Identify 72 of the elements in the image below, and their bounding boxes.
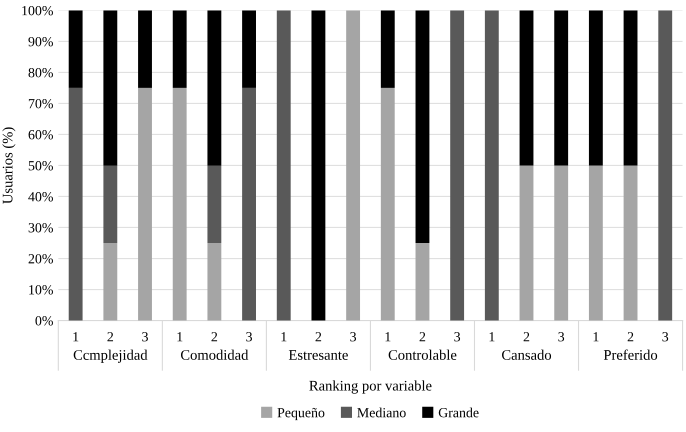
text: Estresante	[288, 350, 348, 360]
x-tick-label: 3	[558, 332, 564, 342]
y-axis-title: Usuarios (%)	[2, 127, 16, 204]
x-tick-label: 2	[524, 332, 530, 342]
bar	[207, 165, 222, 243]
y-tick-label: 60%	[28, 130, 53, 140]
y-tick-label: 0%	[35, 316, 53, 326]
y-tick-label: 40%	[28, 192, 53, 202]
bar	[554, 10, 568, 166]
y-tick-label: 50%	[28, 161, 53, 170]
x-tick-label: 1	[281, 332, 286, 342]
text: Comodidad	[180, 350, 248, 360]
bar	[658, 10, 672, 321]
x-tick-label: 1	[386, 332, 390, 342]
x-tick-label: 3	[662, 332, 668, 342]
x-tick-label: 2	[212, 332, 218, 342]
bar	[242, 10, 256, 88]
bar	[588, 10, 603, 166]
x-tick-label: 1	[177, 332, 182, 342]
x-tick-label: 1	[73, 332, 78, 342]
x-tick-label: 3	[142, 332, 148, 342]
text: Controlable	[388, 350, 456, 360]
y-tick-label: 90%	[28, 36, 53, 46]
bar	[207, 243, 222, 321]
legend-label: Grande	[438, 408, 479, 418]
bar	[138, 88, 152, 321]
legend-label: Mediano	[357, 408, 406, 418]
bar	[276, 10, 291, 321]
bar	[138, 10, 152, 88]
bar	[416, 10, 430, 243]
y-tick-label: 70%	[28, 99, 53, 108]
y-tick-label: 20%	[28, 254, 53, 264]
bar	[588, 165, 603, 321]
bar	[624, 10, 638, 166]
x-tick-label: 2	[107, 332, 114, 342]
bar	[520, 165, 534, 321]
x-tick-label: 3	[454, 332, 460, 342]
bar	[450, 10, 464, 321]
y-tick-label: 100%	[22, 6, 53, 16]
y-tick-label: 30%	[28, 223, 53, 232]
bar	[103, 10, 118, 166]
text: Ccmplejidad	[74, 350, 148, 363]
bar	[172, 88, 187, 321]
bar	[484, 10, 499, 321]
legend-label: Pequeño	[277, 408, 324, 420]
x-axis-title: Ranking por variable	[309, 380, 432, 394]
x-tick-label: 2	[316, 332, 322, 342]
x-tick-label: 3	[350, 332, 356, 342]
bar	[554, 165, 568, 321]
bar	[68, 10, 83, 88]
bar	[68, 88, 83, 321]
x-tick-label: 2	[628, 332, 634, 342]
bar	[207, 10, 222, 166]
x-tick-label: 3	[246, 332, 252, 342]
bar	[311, 10, 326, 321]
bar	[103, 243, 118, 321]
bar	[242, 88, 256, 321]
bar	[380, 88, 395, 321]
text: Cansado	[502, 350, 552, 360]
bar	[416, 243, 430, 321]
x-tick-label: 2	[420, 332, 426, 342]
y-tick-label: 10%	[29, 285, 53, 295]
y-tick-label: 80%	[28, 68, 53, 78]
bar	[346, 10, 360, 321]
bar	[520, 10, 534, 166]
x-tick-label: 1	[490, 332, 494, 342]
bar	[624, 165, 638, 321]
x-tick-label: 1	[594, 332, 599, 342]
bar	[103, 165, 118, 243]
text: Preferido	[604, 349, 658, 360]
bar	[380, 10, 395, 88]
bar	[172, 10, 187, 88]
